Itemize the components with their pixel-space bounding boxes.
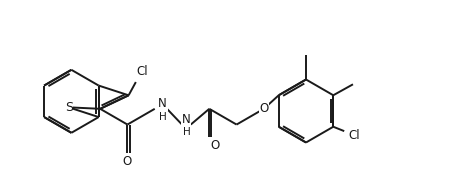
Text: N: N <box>182 113 191 126</box>
Text: S: S <box>65 101 73 114</box>
Text: H: H <box>182 127 190 137</box>
Text: O: O <box>123 155 132 168</box>
Text: O: O <box>210 139 219 153</box>
Text: N: N <box>158 97 167 110</box>
Text: H: H <box>159 112 167 122</box>
Text: O: O <box>259 102 269 115</box>
Text: Cl: Cl <box>348 129 360 142</box>
Text: Cl: Cl <box>136 65 148 78</box>
